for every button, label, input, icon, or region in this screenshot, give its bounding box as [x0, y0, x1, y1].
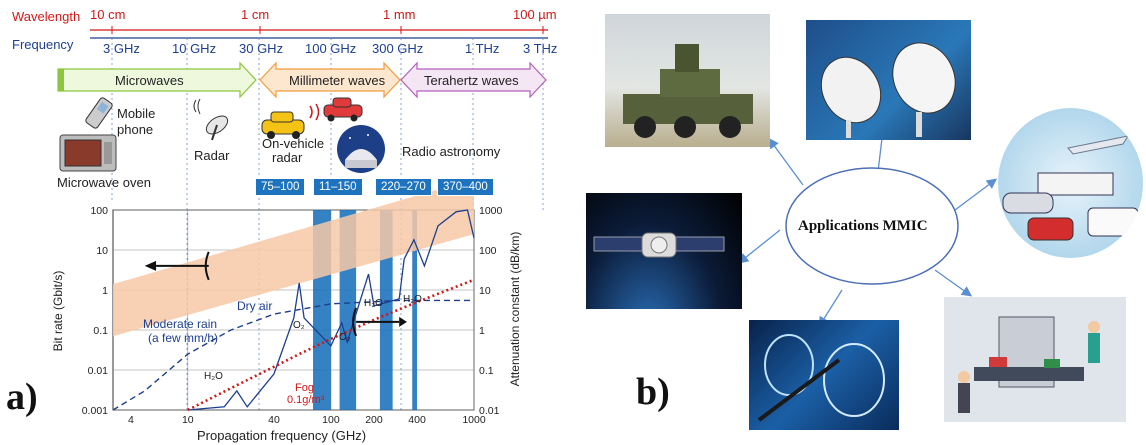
peak-label: O₂	[293, 320, 305, 331]
app-label-astronomy: Radio astronomy	[402, 144, 501, 159]
car-radar-icon	[261, 97, 363, 139]
radar-dish-icon	[193, 98, 229, 141]
peak-label: O₂	[339, 332, 351, 343]
connector-arrow	[934, 269, 973, 297]
x-tick-label: 4	[128, 414, 134, 426]
bitrate-trend-band	[113, 178, 474, 337]
frequency-title: Frequency	[12, 37, 74, 52]
band-label-microwaves: Microwaves	[115, 73, 184, 88]
y-right-tick-label: 100	[479, 245, 497, 257]
app-label-radar: Radar	[194, 148, 230, 163]
bracket	[352, 307, 358, 337]
window-band	[379, 210, 393, 410]
curve-label-fog-1: Fog	[295, 382, 314, 394]
spectrum-diagram: 4 10 40 100 200 400 10001001010.10.010.0011000…	[57, 26, 548, 426]
frequency-label: 1 THz	[465, 41, 500, 56]
frequency-label: 3 THz	[523, 41, 558, 56]
x-tick-label: 100	[322, 414, 340, 426]
x-tick-label: 400	[408, 414, 426, 426]
series-line-dry-air	[187, 209, 475, 411]
y-right-tick-label: 1000	[479, 205, 503, 217]
band-label-terahertz: Terahertz waves	[424, 73, 519, 88]
connector-arrow	[818, 289, 843, 328]
window-tag: 11–150	[313, 178, 363, 196]
curve-label-fog-2: 0.1g/m³	[287, 394, 325, 406]
panel-b-label: b)	[636, 371, 670, 413]
connector-arrow	[768, 137, 804, 186]
y-right-tick-label: 0.1	[479, 365, 494, 377]
peak-label: H₂O	[403, 294, 422, 305]
frequency-label: 300 GHz	[372, 41, 424, 56]
bracket	[204, 251, 210, 281]
center-label: Applications MMIC	[798, 218, 928, 234]
curve-label-rain-1: Moderate rain	[143, 317, 218, 331]
y-right-tick-label: 0.01	[479, 405, 500, 417]
medical-scan-image	[749, 320, 899, 430]
y-axis-right-title: Attenuation constant (dB/km)	[508, 231, 522, 387]
y-left-tick-label: 100	[90, 205, 108, 217]
military-vehicle-image	[605, 14, 770, 147]
wavelength-label: 1 mm	[383, 7, 416, 22]
window-band	[412, 210, 418, 410]
mmic-diagram	[737, 127, 998, 328]
frequency-label: 30 GHz	[239, 41, 284, 56]
curve-label-rain-2: (a few mm/h)	[148, 331, 219, 345]
bitrate-band	[113, 178, 474, 337]
band-label-millimeter: Millimeter waves	[289, 73, 386, 88]
connector-arrow	[954, 178, 998, 211]
app-label-vehicle-2: radar	[272, 150, 303, 165]
microwave-oven-icon	[59, 134, 117, 172]
y-left-tick-label: 10	[96, 245, 108, 257]
y-right-tick-label: 10	[479, 285, 491, 297]
app-label-mobile-1: Mobile	[117, 106, 156, 121]
chart-area: 4 10 40 100 200 400 10001001010.10.010.0011000…	[82, 178, 503, 426]
arrow-head	[144, 260, 157, 271]
chart-series	[112, 209, 475, 412]
window-tag: 75–100	[255, 178, 306, 196]
x-tick-label: 40	[268, 414, 280, 426]
x-tick-label: 10	[182, 414, 194, 426]
security-screening-image	[944, 297, 1126, 422]
y-left-tick-label: 0.001	[82, 405, 108, 417]
app-label-vehicle-1: On-vehicle	[262, 136, 325, 151]
wavelength-label: 100 µm	[513, 7, 557, 22]
satellite-dish-image	[806, 20, 971, 140]
space-station-image	[586, 193, 742, 309]
wavelength-title: Wavelength	[12, 9, 81, 24]
y-left-tick-label: 0.01	[88, 365, 109, 377]
window-tag: 370–400	[437, 178, 494, 196]
y-right-tick-label: 1	[479, 325, 485, 337]
y-axis-left-title: Bit rate (Gbit/s)	[51, 270, 65, 352]
series-line-fog	[187, 278, 475, 412]
y-left-tick-label: 1	[102, 285, 108, 297]
peak-label: H₂O	[204, 371, 223, 382]
arrow-head	[399, 316, 407, 327]
x-axis-title: Propagation frequency (GHz)	[197, 428, 367, 443]
observatory-icon	[337, 125, 385, 173]
y-left-tick-label: 0.1	[93, 325, 108, 337]
center-ellipse	[785, 167, 959, 285]
panel-a-label: a)	[6, 376, 38, 418]
wavelength-label: 10 cm	[90, 7, 126, 22]
mobile-phone-icon	[85, 97, 113, 129]
frequency-label: 10 GHz	[172, 41, 217, 56]
peak-label: H₂O	[364, 298, 383, 309]
app-label-mobile-2: phone	[117, 122, 154, 137]
curve-label-dry-air: Dry air	[237, 299, 273, 313]
connector-arrow	[737, 229, 781, 264]
transport-vehicles-image	[998, 108, 1143, 258]
x-tick-label: 200	[365, 414, 383, 426]
wavelength-label: 1 cm	[241, 7, 270, 22]
x-tick-label: 1000	[462, 414, 486, 426]
chart-ticks: 4 10 40 100 200 400 10001001010.10.010.0011000…	[82, 205, 503, 426]
series-line-moderate-rain	[112, 299, 474, 411]
window-tag: 220–270	[375, 178, 432, 196]
app-label-oven: Microwave oven	[57, 175, 151, 190]
